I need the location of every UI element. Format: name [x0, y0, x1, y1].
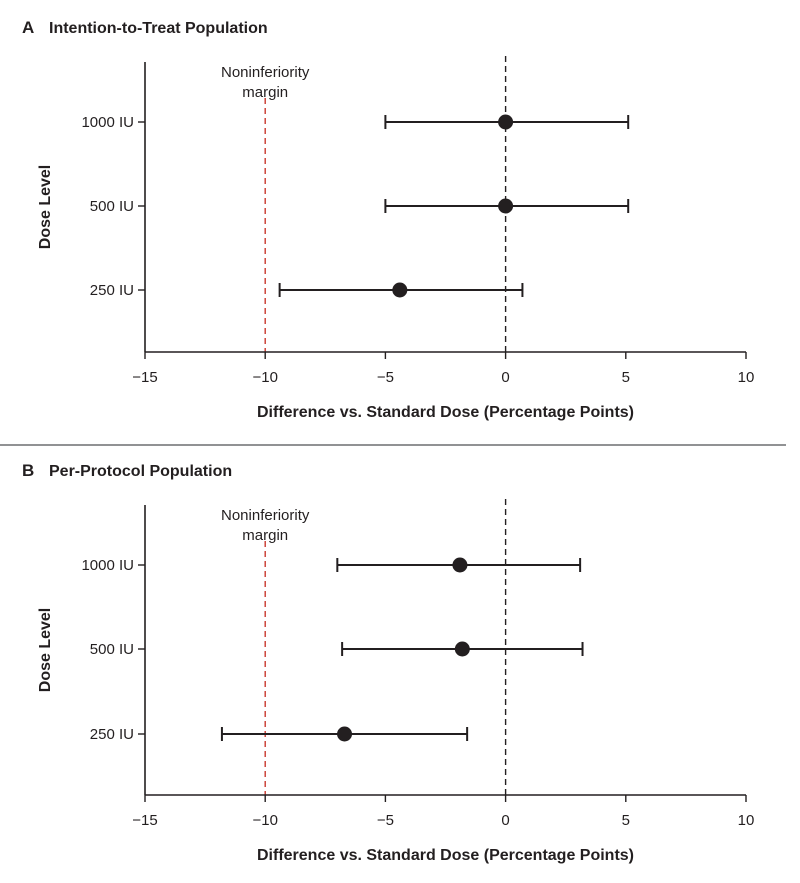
- x-tick-label: −5: [377, 812, 394, 829]
- x-tick-label: 10: [738, 369, 755, 386]
- panel-letter: A: [22, 18, 34, 37]
- x-tick-label: 0: [501, 812, 509, 829]
- y-tick-label: 500 IU: [90, 641, 134, 658]
- y-tick-label: 1000 IU: [81, 114, 134, 131]
- panel-b: B Per-Protocol Population Noninferiority ma…: [22, 461, 754, 864]
- x-tick-label: 5: [622, 369, 630, 386]
- x-axis-title: Difference vs. Standard Dose (Percentage…: [257, 404, 634, 421]
- point-estimate-marker: [337, 726, 353, 742]
- noninferiority-margin-label: Noninferiority: [221, 64, 310, 81]
- point-estimate-marker: [392, 282, 408, 298]
- x-tick-label: −15: [132, 369, 157, 386]
- panel-title: Intention-to-Treat Population: [49, 20, 268, 37]
- point-estimate-marker: [452, 557, 468, 573]
- y-axis-title: Dose Level: [37, 608, 54, 692]
- panel-letter: B: [22, 461, 34, 480]
- y-tick-label: 250 IU: [90, 726, 134, 743]
- x-tick-label: 0: [501, 369, 509, 386]
- y-tick-label: 250 IU: [90, 282, 134, 299]
- panel-a: A Intention-to-Treat Population Noninferio…: [22, 18, 754, 421]
- x-tick-label: −15: [132, 812, 157, 829]
- y-tick-label: 500 IU: [90, 198, 134, 215]
- x-axis-title: Difference vs. Standard Dose (Percentage…: [257, 847, 634, 864]
- panel-title: Per-Protocol Population: [49, 463, 232, 480]
- x-tick-label: 5: [622, 812, 630, 829]
- x-tick-label: −10: [252, 812, 277, 829]
- y-axis-title: Dose Level: [37, 165, 54, 249]
- noninferiority-margin-label: margin: [242, 527, 288, 544]
- noninferiority-margin-label: Noninferiority: [221, 507, 310, 524]
- x-tick-label: 10: [738, 812, 755, 829]
- x-tick-label: −5: [377, 369, 394, 386]
- x-tick-label: −10: [252, 369, 277, 386]
- point-estimate-marker: [498, 198, 514, 214]
- y-tick-label: 1000 IU: [81, 557, 134, 574]
- point-estimate-marker: [454, 641, 470, 657]
- point-estimate-marker: [498, 114, 514, 130]
- noninferiority-margin-label: margin: [242, 84, 288, 101]
